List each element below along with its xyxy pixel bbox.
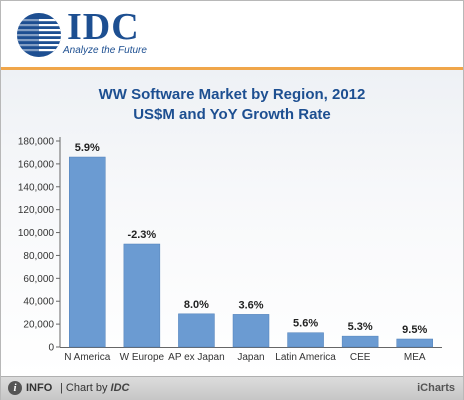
bar <box>178 313 215 348</box>
x-tick-label: W Europe <box>120 352 165 363</box>
x-tick-label: Japan <box>237 352 264 363</box>
bar-data-label: 8.0% <box>184 299 209 311</box>
x-tick-label: AP ex Japan <box>168 352 225 363</box>
y-tick-label: 180,000 <box>18 137 55 148</box>
x-tick-label: CEE <box>350 352 371 363</box>
idc-logo-text: IDC <box>67 6 140 48</box>
bar-chart: 0 20,000 40,000 60,000 80,000 100,000 120,000 1… <box>18 137 442 363</box>
bar-data-label: 5.3% <box>348 321 373 333</box>
x-tick-label: Latin America <box>275 352 336 363</box>
x-tick-label: MEA <box>404 352 426 363</box>
chart-by-text: | Chart by <box>60 382 111 394</box>
y-tick-label: 100,000 <box>18 228 55 239</box>
idc-globe-logo-icon <box>17 13 61 57</box>
bar-data-label: 9.5% <box>402 324 427 336</box>
bar <box>341 335 379 348</box>
logo-tagline: Analyze the Future <box>63 45 147 56</box>
bar <box>69 156 106 348</box>
header-divider <box>1 67 463 70</box>
chart-title: WW Software Market by Region, 2012 US$M … <box>1 85 463 125</box>
bar <box>396 338 433 348</box>
y-tick-label: 140,000 <box>18 182 55 193</box>
bar-data-label: 5.9% <box>75 142 100 154</box>
x-tick-label: N America <box>64 352 111 363</box>
header: IDC Analyze the Future <box>1 1 463 67</box>
chart-by-brand[interactable]: IDC <box>110 382 130 394</box>
y-tick-label: 160,000 <box>18 159 55 170</box>
y-tick-label: 0 <box>48 343 54 354</box>
footer-bar: i INFO | Chart by IDC iCharts <box>1 376 463 400</box>
bar <box>287 332 324 348</box>
chart-by-credit: | Chart by IDC <box>60 382 130 394</box>
bar-data-label: 3.6% <box>238 299 263 311</box>
info-button[interactable]: INFO <box>26 382 53 394</box>
y-tick-label: 40,000 <box>23 297 54 308</box>
y-tick-label: 120,000 <box>18 205 55 216</box>
chart-title-line-2: US$M and YoY Growth Rate <box>133 106 331 123</box>
y-tick-label: 80,000 <box>23 251 54 262</box>
y-tick-label: 20,000 <box>23 320 54 331</box>
y-tick-label: 60,000 <box>23 274 54 285</box>
bar-data-label: 5.6% <box>293 318 318 330</box>
bar-data-label: -2.3% <box>127 229 156 241</box>
icharts-link[interactable]: iCharts <box>417 382 455 394</box>
bar <box>232 314 270 348</box>
bar <box>123 243 161 348</box>
info-icon[interactable]: i <box>8 381 22 395</box>
chart-title-line-1: WW Software Market by Region, 2012 <box>98 86 366 103</box>
